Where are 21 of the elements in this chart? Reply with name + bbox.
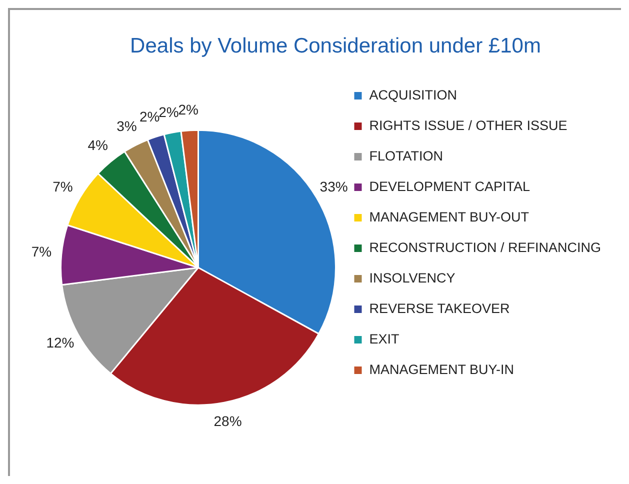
legend-label: INSOLVENCY <box>369 270 456 286</box>
legend-label: EXIT <box>369 331 400 346</box>
chart-title: Deals by Volume Consideration under £10m <box>130 34 541 58</box>
data-label: 3% <box>116 118 137 134</box>
legend-label: ACQUISITION <box>369 87 458 102</box>
legend-label: RIGHTS ISSUE / OTHER ISSUE <box>369 118 568 133</box>
legend-label: RECONSTRUCTION / REFINANCING <box>369 240 602 255</box>
legend-label: MANAGEMENT BUY-OUT <box>369 209 530 224</box>
data-label: 2% <box>178 101 198 118</box>
data-label: 33% <box>320 178 348 194</box>
legend-label: REVERSE TAKEOVER <box>369 300 510 316</box>
legend-label: FLOTATION <box>369 148 443 164</box>
legend-label: MANAGEMENT BUY-IN <box>369 362 514 377</box>
legend-label: DEVELOPMENT CAPITAL <box>369 178 531 194</box>
data-label: 28% <box>214 413 242 430</box>
data-label: 12% <box>46 334 74 350</box>
data-label: 7% <box>31 244 52 260</box>
data-label: 7% <box>52 178 73 194</box>
data-label: 4% <box>88 137 108 154</box>
data-label: 2% <box>158 104 179 120</box>
data-label: 2% <box>139 108 160 125</box>
